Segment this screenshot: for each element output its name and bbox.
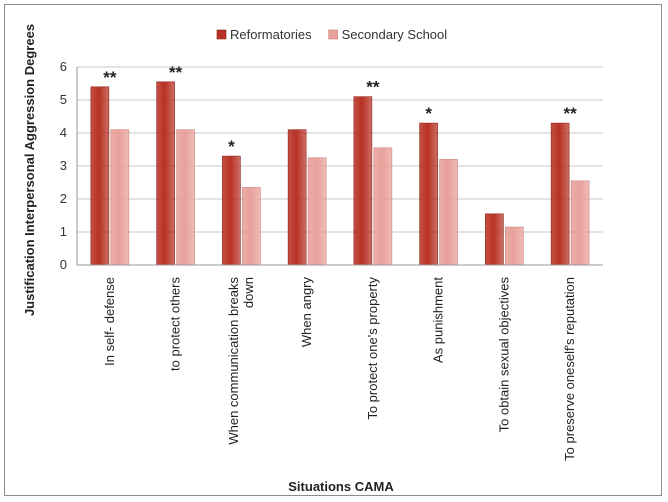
x-category-label: To obtain sexual objectives — [496, 277, 511, 433]
bar-reformatories — [419, 122, 438, 266]
legend-swatch — [216, 29, 227, 40]
axes — [76, 67, 603, 266]
bar-chart: 0 1 2 3 4 5 6 In self- defense to protect other… — [22, 24, 603, 494]
x-category-label: down — [241, 277, 256, 308]
significance-marker: * — [228, 137, 235, 156]
legend: Reformatories Secondary School — [216, 27, 448, 42]
y-axis-title: Justification Interpersonal Aggression D… — [22, 24, 37, 316]
significance-marker: ** — [564, 104, 578, 123]
bar-reformatories — [222, 155, 241, 266]
bar-reformatories — [353, 96, 373, 266]
chart-frame: 0 1 2 3 4 5 6 In self- defense to protect other… — [4, 4, 662, 496]
bar-secondary-school — [176, 129, 195, 266]
x-category-label: As punishment — [431, 277, 446, 363]
bar-secondary-school — [110, 129, 130, 266]
bar-secondary-school — [307, 157, 327, 266]
y-tick-labels: 0 1 2 3 4 5 6 — [60, 59, 67, 272]
x-category-labels: In self- defense to protect others When co… — [102, 277, 577, 461]
grid-lines — [77, 66, 603, 266]
y-tick-label: 0 — [60, 257, 67, 272]
legend-swatch — [328, 29, 338, 40]
x-category-label: To preserve oneself's reputation — [562, 277, 577, 461]
bar-secondary-school — [373, 147, 393, 266]
y-tick-label: 2 — [60, 191, 67, 206]
y-tick-label: 3 — [60, 158, 67, 173]
bar-reformatories — [90, 86, 110, 266]
significance-markers: ** ****** ** — [103, 63, 577, 156]
significance-marker: ** — [103, 68, 117, 87]
bars — [90, 81, 590, 266]
x-category-label: When communication breaks — [226, 277, 241, 445]
y-tick-label: 4 — [60, 125, 67, 140]
y-tick-label: 5 — [60, 92, 67, 107]
x-axis-title: Situations CAMA — [288, 479, 394, 494]
bar-secondary-school — [570, 180, 590, 266]
significance-marker: * — [425, 104, 432, 123]
x-category-label: To protect one's property — [365, 277, 380, 420]
legend-label: Reformatories — [230, 27, 312, 42]
y-tick-label: 1 — [60, 224, 67, 239]
bar-reformatories — [485, 213, 504, 266]
x-category-label: to protect others — [168, 277, 183, 371]
bar-reformatories — [550, 122, 570, 266]
bar-reformatories — [287, 129, 307, 266]
legend-label: Secondary School — [342, 27, 448, 42]
significance-marker: ** — [169, 63, 183, 82]
significance-marker: ** — [366, 78, 380, 97]
x-category-label: In self- defense — [102, 277, 117, 366]
bar-secondary-school — [439, 159, 458, 266]
bar-secondary-school — [242, 187, 261, 266]
x-category-label: When angry — [299, 277, 314, 348]
bar-reformatories — [156, 81, 175, 266]
y-tick-label: 6 — [60, 59, 67, 74]
bar-secondary-school — [505, 226, 524, 266]
